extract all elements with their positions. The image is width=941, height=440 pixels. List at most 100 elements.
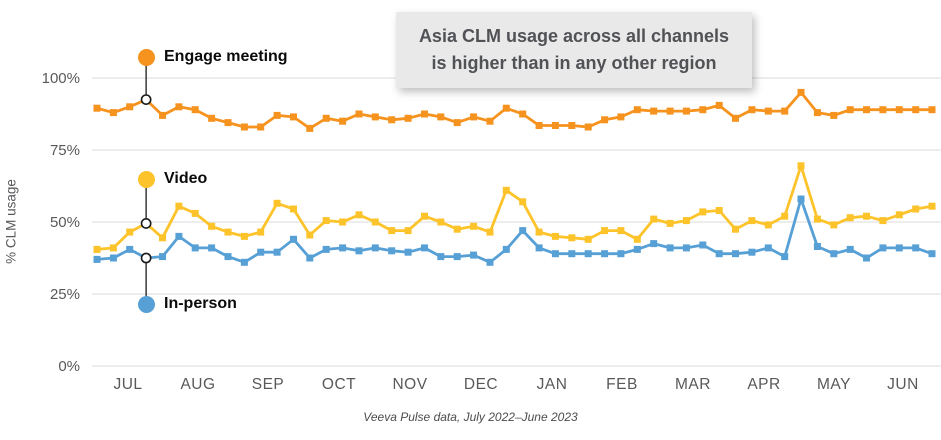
data-point bbox=[388, 227, 396, 235]
data-point bbox=[682, 217, 690, 225]
data-point bbox=[486, 117, 494, 125]
data-point bbox=[551, 122, 559, 129]
data-point bbox=[519, 227, 527, 235]
data-point bbox=[93, 255, 101, 263]
data-point bbox=[863, 106, 870, 114]
data-point bbox=[601, 116, 609, 124]
data-point bbox=[912, 244, 920, 252]
data-point bbox=[519, 110, 527, 118]
data-point bbox=[257, 123, 265, 131]
data-point bbox=[879, 217, 887, 225]
data-point bbox=[584, 250, 592, 258]
data-point bbox=[371, 113, 379, 121]
data-point bbox=[633, 235, 641, 243]
data-point bbox=[584, 123, 592, 131]
data-point bbox=[748, 248, 756, 256]
data-point bbox=[715, 101, 723, 109]
data-point bbox=[437, 218, 445, 226]
data-point bbox=[224, 228, 232, 236]
data-point bbox=[470, 251, 478, 259]
data-point bbox=[453, 225, 461, 233]
x-axis-label: APR bbox=[747, 376, 781, 393]
data-point bbox=[912, 106, 920, 114]
data-point bbox=[535, 122, 543, 129]
data-point bbox=[601, 227, 609, 235]
data-point bbox=[240, 258, 248, 266]
data-point bbox=[781, 212, 789, 220]
data-point bbox=[699, 208, 707, 216]
data-point bbox=[617, 250, 625, 258]
engage-meeting-dot-icon bbox=[138, 48, 155, 66]
data-point bbox=[846, 214, 854, 222]
data-point bbox=[568, 122, 576, 129]
data-point bbox=[355, 211, 363, 219]
data-point bbox=[830, 221, 838, 229]
data-point bbox=[912, 205, 920, 213]
data-point bbox=[175, 103, 183, 111]
annotation-line2: is higher than in any other region bbox=[431, 53, 717, 73]
data-point bbox=[109, 109, 117, 117]
data-point bbox=[404, 248, 412, 256]
data-point bbox=[748, 217, 756, 225]
data-point bbox=[568, 234, 576, 242]
data-point bbox=[551, 232, 559, 240]
data-point bbox=[781, 253, 789, 261]
annotation-line1: Asia CLM usage across all channels bbox=[418, 26, 730, 46]
x-axis-label: JUN bbox=[887, 376, 919, 393]
data-point bbox=[895, 244, 903, 252]
in-person-dot-icon bbox=[138, 295, 155, 313]
data-point bbox=[470, 113, 478, 121]
x-axis-label: SEP bbox=[251, 376, 285, 393]
data-point bbox=[273, 199, 281, 207]
data-point bbox=[732, 250, 739, 258]
data-point bbox=[421, 244, 428, 252]
data-point bbox=[519, 198, 527, 206]
data-point bbox=[895, 211, 903, 219]
data-point bbox=[617, 227, 625, 235]
data-point bbox=[797, 195, 805, 203]
data-point bbox=[421, 110, 428, 118]
data-point bbox=[208, 244, 216, 252]
data-point bbox=[928, 106, 936, 114]
data-point bbox=[601, 250, 609, 258]
data-point bbox=[290, 113, 297, 121]
x-axis-label: JAN bbox=[536, 376, 568, 393]
annotation-box: Asia CLM usage across all channels is hi… bbox=[396, 12, 752, 88]
legend-in-person: In-person bbox=[138, 295, 237, 313]
x-axis-label: DEC bbox=[463, 376, 499, 393]
y-axis-title: % CLM usage bbox=[3, 179, 19, 264]
data-point bbox=[306, 231, 314, 239]
data-point bbox=[175, 202, 183, 210]
data-point bbox=[895, 106, 903, 114]
data-point bbox=[159, 234, 166, 242]
data-point bbox=[551, 250, 559, 258]
data-point bbox=[486, 258, 494, 266]
data-point bbox=[208, 114, 216, 122]
data-point bbox=[666, 107, 674, 115]
legend-label-engage-meeting: Engage meeting bbox=[164, 48, 288, 65]
source-footnote: Veeva Pulse data, July 2022–June 2023 bbox=[363, 410, 578, 424]
data-point bbox=[813, 215, 821, 223]
data-point bbox=[273, 248, 281, 256]
data-point bbox=[879, 106, 887, 114]
data-point bbox=[928, 202, 936, 210]
data-point bbox=[568, 250, 576, 258]
data-point bbox=[617, 113, 625, 121]
data-point bbox=[535, 228, 543, 236]
data-point bbox=[404, 227, 412, 235]
data-point bbox=[502, 186, 510, 194]
y-axis-tick: 75% bbox=[49, 142, 80, 159]
data-point bbox=[781, 107, 789, 115]
data-point bbox=[175, 232, 183, 240]
data-point bbox=[421, 212, 428, 220]
series-line bbox=[95, 164, 934, 251]
data-point bbox=[732, 114, 739, 122]
annotated-point-marker bbox=[140, 218, 152, 229]
data-point bbox=[355, 110, 363, 118]
data-point bbox=[666, 219, 674, 227]
data-point bbox=[240, 123, 248, 131]
data-point bbox=[388, 116, 396, 124]
data-point bbox=[404, 114, 412, 122]
data-point bbox=[682, 107, 690, 115]
data-point bbox=[699, 106, 707, 114]
